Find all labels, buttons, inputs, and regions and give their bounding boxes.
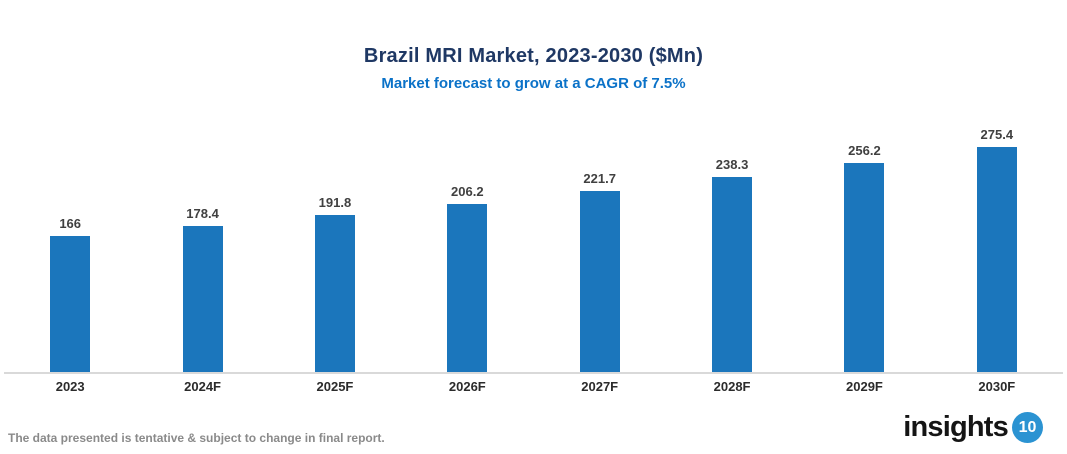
bar-2027F (579, 190, 620, 372)
bar-2023 (50, 236, 91, 372)
bar-2024F (182, 226, 223, 372)
category-label: 2028F (713, 379, 751, 394)
logo-text: insights (903, 411, 1009, 443)
category-label: 2029F (846, 379, 883, 394)
bar-2030F (976, 147, 1017, 372)
bar-2025F (314, 215, 355, 372)
bar-2028F (712, 177, 753, 372)
category-label: 2026F (448, 379, 486, 394)
bar-chart-plot: 166 2023 178.4 2024F 191.8 2025F 206.2 2026F 221… (4, 122, 1063, 394)
bar-value-label: 191.8 (318, 195, 352, 211)
category-label: 2023 (55, 379, 85, 394)
bar-slot: 166 2023 (4, 122, 136, 394)
bar-value-label: 275.4 (980, 127, 1014, 143)
bar-slot: 238.3 2028F (666, 122, 798, 394)
logo-badge: 10 (1012, 412, 1043, 443)
bar-slot: 178.4 2024F (136, 122, 268, 394)
bar-value-label: 178.4 (186, 206, 219, 222)
bar-2029F (844, 162, 885, 372)
bar-slot: 191.8 2025F (269, 122, 401, 394)
bar-value-label: 221.7 (583, 170, 616, 186)
disclaimer-text: The data presented is tentative & subjec… (8, 431, 385, 445)
bar-slot: 221.7 2027F (534, 122, 666, 394)
category-label: 2030F (978, 379, 1016, 394)
bar-slot: 275.4 2030F (931, 122, 1063, 394)
category-label: 2027F (581, 379, 619, 394)
category-label: 2025F (316, 379, 354, 394)
bar-2026F (447, 203, 488, 372)
bar-slot: 206.2 2026F (401, 122, 533, 394)
bar-value-label: 166 (59, 216, 82, 232)
bar-value-label: 206.2 (451, 183, 484, 199)
chart-title: Brazil MRI Market, 2023-2030 ($Mn) (363, 45, 704, 67)
insights10-logo: insights 10 (903, 412, 1043, 443)
bar-value-label: 238.3 (715, 157, 749, 173)
category-label: 2024F (184, 379, 221, 394)
bar-slot: 256.2 2029F (798, 122, 930, 394)
chart-subtitle: Market forecast to grow at a CAGR of 7.5… (381, 75, 686, 92)
bar-value-label: 256.2 (848, 142, 881, 158)
